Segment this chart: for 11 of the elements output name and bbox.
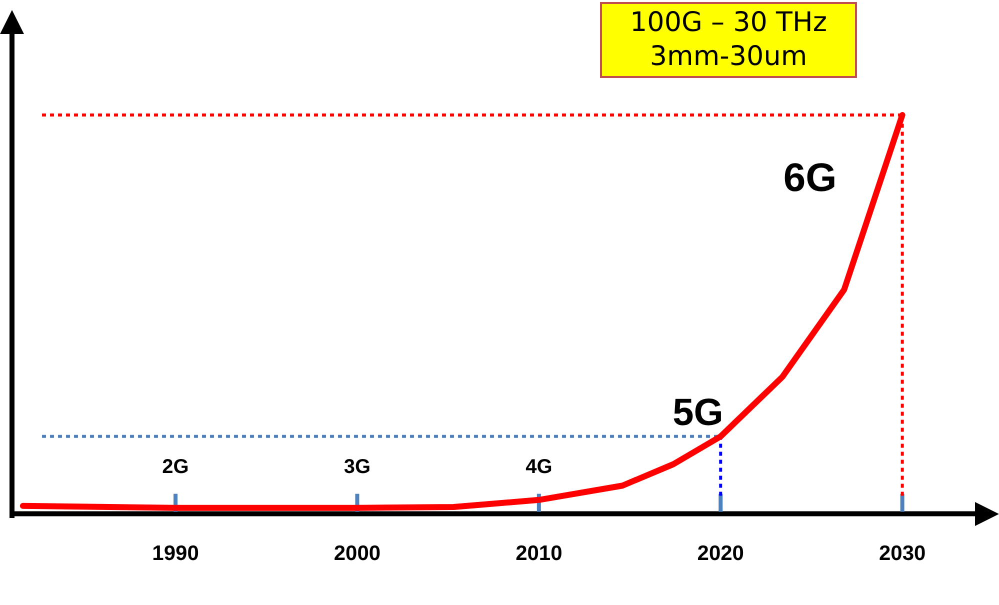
x-tick-label: 1990 [152,542,199,566]
x-tick-label: 2020 [697,542,744,566]
x-tick-label: 2000 [334,542,381,566]
annotation: 4G [526,456,552,478]
x-tick-label: 2010 [516,542,562,566]
x-tick-label: 2030 [878,542,926,566]
annotation: 2G [162,456,189,478]
text: 100G – 30 THz 3mm-30um [600,2,858,78]
annotation: 3G [344,456,371,478]
annotation: 5G [672,392,724,434]
annotation: 6G [783,156,837,200]
